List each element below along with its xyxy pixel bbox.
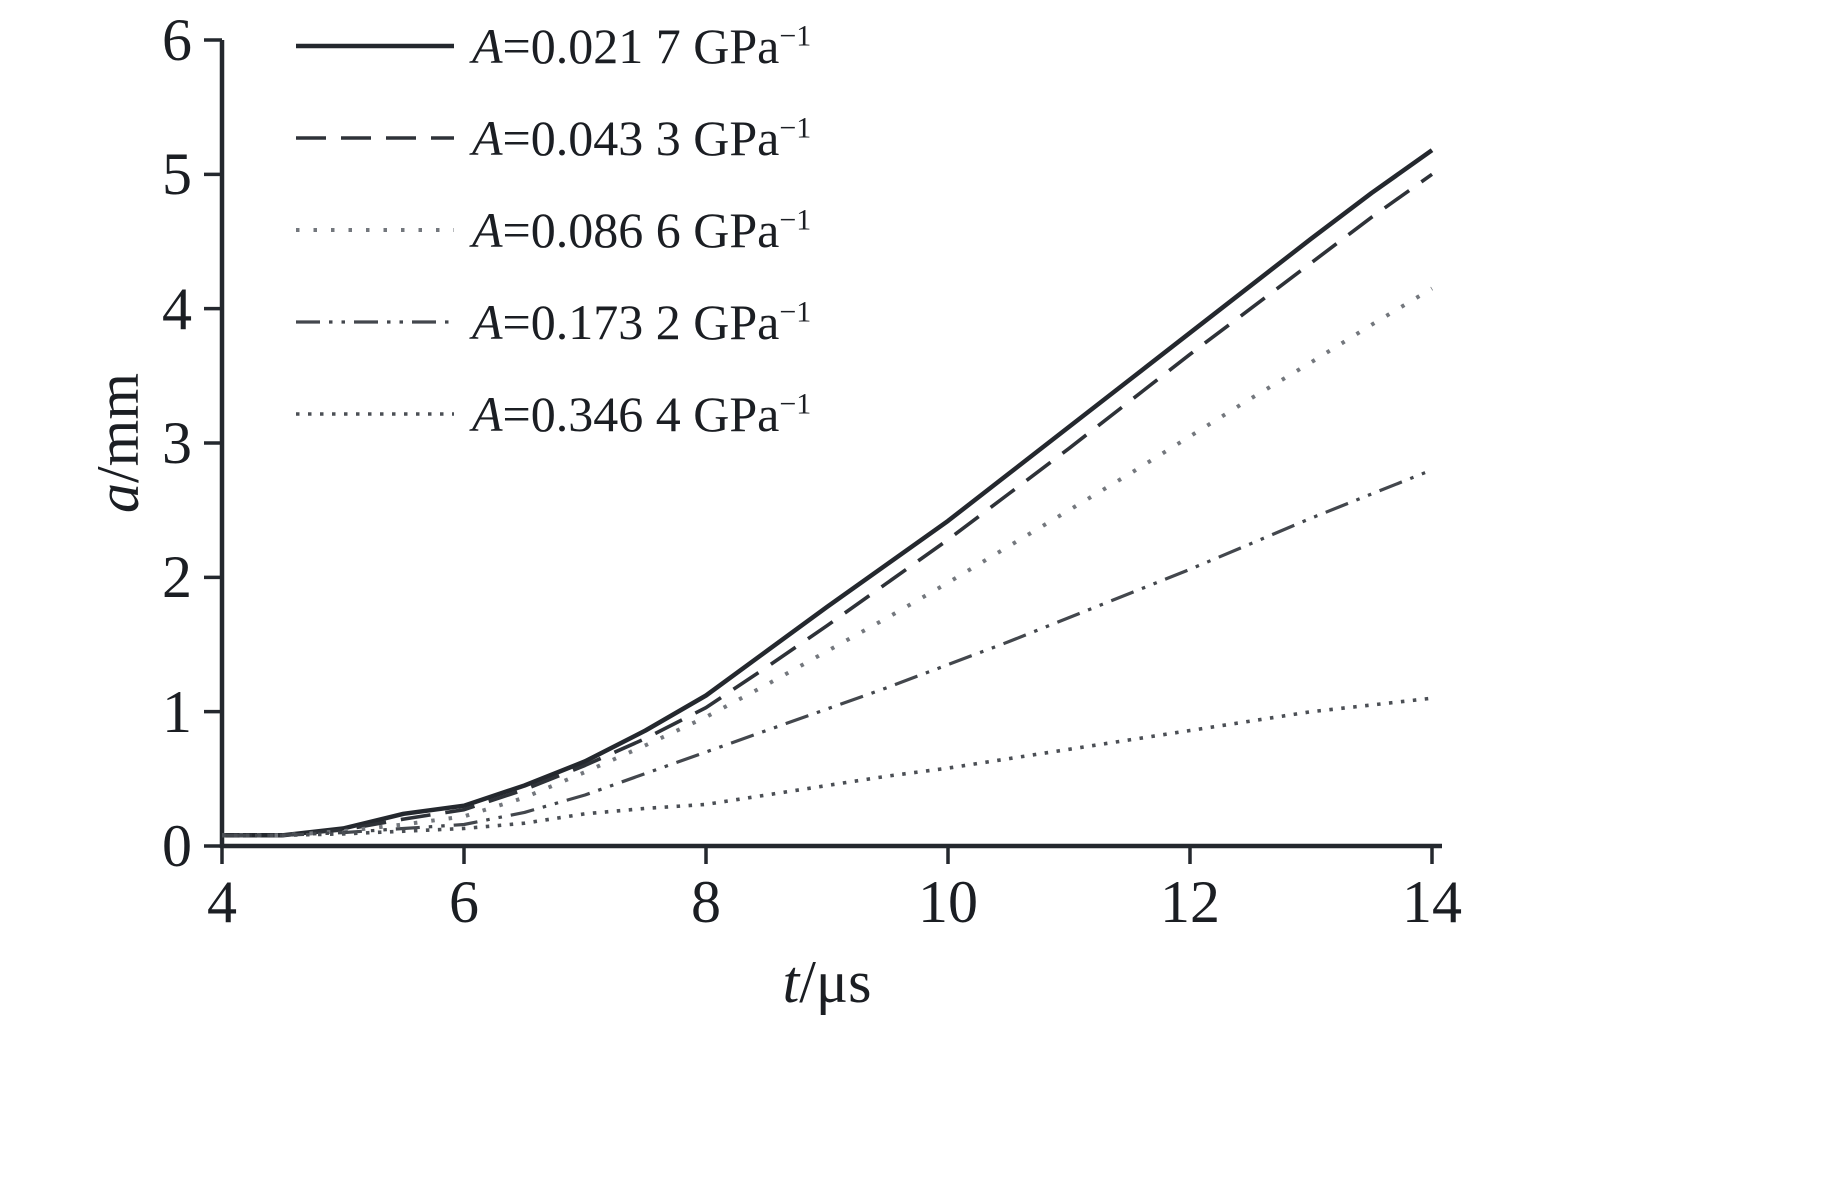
x-axis-label: t/μs <box>783 952 872 1012</box>
legend-label-exponent: −1 <box>779 203 812 237</box>
x-tick-label: 14 <box>1402 869 1462 935</box>
y-tick-label: 1 <box>162 678 192 745</box>
legend-label-exponent: −1 <box>779 387 812 421</box>
y-tick-label: 2 <box>162 544 192 611</box>
x-tick-label: 12 <box>1160 869 1220 935</box>
legend-label: A=0.346 4 GPa−1 <box>472 385 811 443</box>
x-tick-label: 6 <box>449 869 479 935</box>
legend-label-value: =0.346 4 GPa <box>502 386 780 442</box>
x-tick-label: 8 <box>691 869 721 935</box>
legend-label-exponent: −1 <box>779 19 812 53</box>
legend-item: A=0.173 2 GPa−1 <box>296 276 811 368</box>
x-axis-unit: /μs <box>799 949 872 1015</box>
y-tick-label: 0 <box>162 813 192 879</box>
series-curve-1 <box>222 172 1434 838</box>
legend-label-variable: A <box>472 18 503 74</box>
legend-label-value: =0.043 3 GPa <box>502 110 780 166</box>
series-curve-0 <box>222 148 1434 838</box>
legend-label-variable: A <box>472 110 503 166</box>
legend-line-sample <box>296 412 454 416</box>
legend-label-exponent: −1 <box>779 295 812 329</box>
legend: A=0.021 7 GPa−1 A=0.043 3 GPa−1 A=0.086 … <box>296 0 811 460</box>
legend-label-variable: A <box>472 202 503 258</box>
y-axis-label: a/mm <box>85 372 151 514</box>
x-axis-variable: t <box>782 949 800 1015</box>
legend-label-value: =0.021 7 GPa <box>502 18 780 74</box>
legend-label-exponent: −1 <box>779 111 812 145</box>
legend-label-value: =0.173 2 GPa <box>502 294 780 350</box>
legend-label: A=0.086 6 GPa−1 <box>472 201 811 259</box>
legend-item: A=0.346 4 GPa−1 <box>296 368 811 460</box>
legend-label: A=0.043 3 GPa−1 <box>472 109 811 167</box>
legend-label-value: =0.086 6 GPa <box>502 202 780 258</box>
y-axis-unit: /mm <box>85 372 151 484</box>
legend-line-sample <box>296 228 454 232</box>
legend-line-sample <box>296 320 454 324</box>
legend-label: A=0.173 2 GPa−1 <box>472 293 811 351</box>
y-tick-label: 4 <box>162 275 192 342</box>
y-axis-variable: a <box>85 483 151 514</box>
legend-label-variable: A <box>472 294 503 350</box>
legend-item: A=0.043 3 GPa−1 <box>296 92 811 184</box>
y-tick-label: 3 <box>162 410 192 476</box>
legend-item: A=0.021 7 GPa−1 <box>296 0 811 92</box>
x-tick-label: 4 <box>207 869 237 935</box>
legend-label: A=0.021 7 GPa−1 <box>472 17 811 75</box>
y-tick-label: 6 <box>162 7 192 73</box>
legend-line-sample <box>296 43 454 49</box>
legend-line-sample <box>296 136 454 140</box>
series-curve-3 <box>222 468 1433 837</box>
legend-item: A=0.086 6 GPa−1 <box>296 184 811 276</box>
y-tick-label: 5 <box>162 141 192 208</box>
legend-label-variable: A <box>472 386 503 442</box>
x-tick-label: 10 <box>918 869 978 935</box>
